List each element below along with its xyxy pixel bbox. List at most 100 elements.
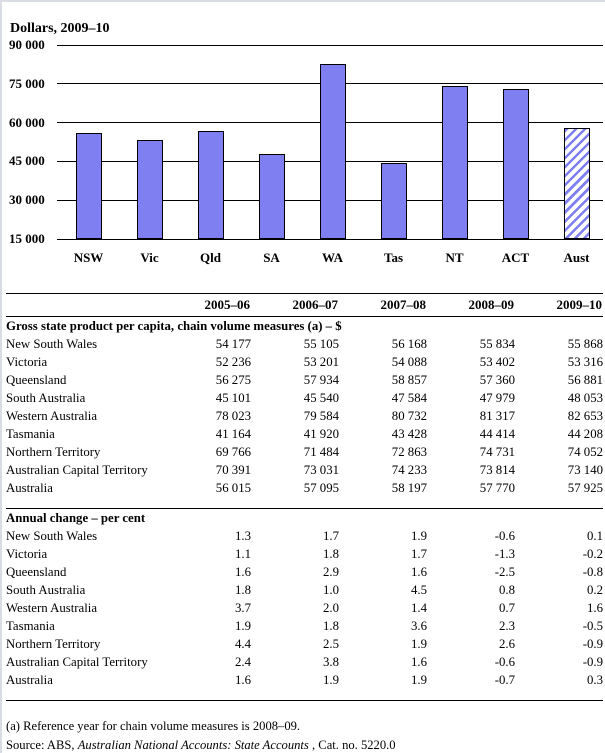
- cell-value: -2.5: [494, 565, 515, 579]
- bar-slot: [302, 64, 363, 239]
- cell-value: -0.7: [494, 673, 515, 687]
- cell-value: 57 925: [567, 481, 603, 495]
- year-column-header: 2009–10: [515, 293, 603, 317]
- x-tick-label: NSW: [73, 250, 104, 265]
- cell-value: 2.6: [499, 637, 515, 651]
- table-section-1: Gross state product per capita, chain vo…: [6, 317, 603, 509]
- bar-qld: [197, 130, 224, 239]
- cell-value: 1.9: [411, 673, 427, 687]
- cell-value: 0.1: [587, 529, 603, 543]
- y-tick-label: 75 000: [9, 75, 45, 91]
- cell-value: 1.9: [235, 619, 251, 633]
- cell-value: 48 053: [567, 391, 603, 405]
- cell-value: 53 316: [567, 355, 603, 369]
- gridline: [57, 44, 603, 46]
- cell-value: 74 731: [479, 445, 515, 459]
- chart-title: Dollars, 2009–10: [10, 21, 110, 36]
- cell-value: 58 197: [391, 481, 427, 495]
- cell-value: 73 814: [479, 463, 515, 477]
- cell-value: 44 414: [479, 427, 515, 441]
- cell-value: 4.4: [235, 637, 251, 651]
- cell-value: 1.1: [235, 547, 251, 561]
- bar-slot: [58, 133, 119, 239]
- bar-slot: [546, 128, 605, 239]
- row-label: Tasmania: [6, 619, 55, 633]
- bar-slot: [241, 153, 302, 239]
- cell-value: 53 402: [479, 355, 515, 369]
- table-row: South Australia 1.8 1.0 4.5 0.8 0.2: [6, 581, 603, 599]
- y-tick-label: 30 000: [9, 192, 45, 208]
- cell-value: 1.0: [323, 583, 339, 597]
- table-row: Australian Capital Territory 70 391 73 031…: [6, 461, 603, 479]
- cell-value: 2.0: [323, 601, 339, 615]
- bar-act: [502, 88, 529, 239]
- cell-value: 71 484: [303, 445, 339, 459]
- cell-value: 1.6: [411, 565, 427, 579]
- source-prefix: Source: ABS,: [6, 738, 78, 752]
- x-tick-label: Vic: [140, 250, 159, 265]
- gridline: [57, 238, 603, 240]
- table-row: Tasmania 41 164 41 920 43 428 44 414 44 208: [6, 425, 603, 443]
- cell-value: -0.2: [582, 547, 603, 561]
- row-label: Australian Capital Territory: [6, 463, 148, 477]
- cell-value: 74 052: [567, 445, 603, 459]
- cell-value: 47 979: [479, 391, 515, 405]
- row-label: Western Australia: [6, 409, 98, 423]
- section-title-row: Annual change – per cent: [6, 509, 603, 528]
- cell-value: 2.5: [323, 637, 339, 651]
- table-section-2: Annual change – per cent New South Wales 1…: [6, 509, 603, 701]
- bar-slot: [119, 139, 180, 239]
- table-row: New South Wales 54 177 55 105 56 168 55 834 5…: [6, 335, 603, 353]
- cell-value: -0.6: [494, 655, 515, 669]
- cell-value: 55 868: [567, 337, 603, 351]
- year-column-header: 2008–09: [427, 293, 515, 317]
- section-title: Annual change – per cent: [6, 511, 146, 525]
- cell-value: 2.9: [323, 565, 339, 579]
- y-tick-label: 60 000: [9, 114, 45, 130]
- cell-value: 41 920: [303, 427, 339, 441]
- row-label: Queensland: [6, 373, 67, 387]
- x-tick-label: SA: [263, 250, 280, 265]
- cell-value: 1.8: [323, 547, 339, 561]
- section-title: Gross state product per capita, chain vo…: [6, 319, 342, 333]
- cell-value: 55 105: [303, 337, 339, 351]
- cell-value: 72 863: [391, 445, 427, 459]
- x-tick-label: Qld: [200, 250, 221, 265]
- row-label: Australia: [6, 673, 53, 687]
- row-label: Victoria: [6, 355, 48, 369]
- bar-tas: [380, 163, 407, 239]
- bar-slot: [363, 163, 424, 239]
- cell-value: 1.9: [323, 673, 339, 687]
- cell-value: 82 653: [567, 409, 603, 423]
- cell-value: 1.3: [235, 529, 251, 543]
- cell-value: 0.8: [499, 583, 515, 597]
- cell-value: 1.6: [587, 601, 603, 615]
- y-tick-label: 15 000: [9, 231, 45, 246]
- row-label: New South Wales: [6, 529, 98, 543]
- cell-value: -0.9: [582, 655, 603, 669]
- footnote-a: (a) Reference year for chain volume meas…: [6, 719, 301, 733]
- cell-value: 1.6: [235, 565, 251, 579]
- bar-nt: [441, 86, 468, 239]
- y-tick-label: 90 000: [9, 37, 45, 52]
- cell-value: 1.9: [411, 529, 427, 543]
- table-row: Western Australia 78 023 79 584 80 732 81 31…: [6, 407, 603, 425]
- table-row: Queensland 56 275 57 934 58 857 57 360 56 881: [6, 371, 603, 389]
- section-title-row: Gross state product per capita, chain vo…: [6, 317, 603, 336]
- table-row: Western Australia 3.7 2.0 1.4 0.7 1.6: [6, 599, 603, 617]
- x-tick-label: Tas: [383, 250, 404, 265]
- cell-value: 57 770: [479, 481, 515, 495]
- cell-value: -0.8: [582, 565, 603, 579]
- cell-value: 81 317: [479, 409, 515, 423]
- cell-value: 45 101: [215, 391, 251, 405]
- cell-value: 52 236: [215, 355, 251, 369]
- cell-value: 1.7: [411, 547, 427, 561]
- table-row: Tasmania 1.9 1.8 3.6 2.3 -0.5: [6, 617, 603, 635]
- source-suffix: , Cat. no. 5220.0: [308, 738, 396, 752]
- table-header-row: 2005–06 2006–07 2007–08 2008–09 2009–10: [6, 293, 603, 317]
- cell-value: 43 428: [391, 427, 427, 441]
- cell-value: 56 015: [215, 481, 251, 495]
- row-label: Northern Territory: [6, 445, 101, 459]
- cell-value: 2.3: [499, 619, 515, 633]
